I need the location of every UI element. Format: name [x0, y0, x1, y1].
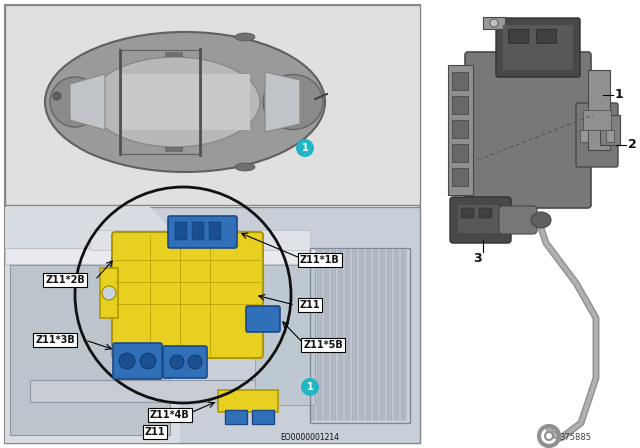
Ellipse shape [235, 33, 255, 41]
Bar [209, 222, 221, 240]
Bar [536, 29, 556, 43]
Circle shape [188, 355, 202, 369]
Bar [324, 250, 329, 420]
Ellipse shape [235, 163, 255, 171]
Bar [394, 250, 399, 420]
Circle shape [53, 92, 61, 100]
Text: EO0000001214: EO0000001214 [280, 434, 339, 443]
FancyBboxPatch shape [496, 18, 580, 77]
Bar [310, 250, 315, 420]
Text: Z11*1B: Z11*1B [300, 255, 340, 265]
Bar [165, 147, 183, 152]
Bar [580, 130, 588, 142]
Circle shape [170, 355, 184, 369]
FancyBboxPatch shape [465, 52, 591, 208]
Polygon shape [265, 72, 300, 132]
Bar [345, 250, 350, 420]
Bar [387, 250, 392, 420]
Bar [218, 390, 278, 412]
Bar [255, 265, 315, 405]
FancyBboxPatch shape [112, 232, 263, 358]
Text: 375885: 375885 [559, 434, 591, 443]
Circle shape [296, 139, 314, 157]
FancyBboxPatch shape [168, 216, 237, 248]
Bar [373, 250, 378, 420]
Bar [452, 72, 468, 90]
Bar [606, 130, 614, 142]
Bar [5, 207, 420, 443]
Bar [479, 208, 492, 218]
Ellipse shape [531, 212, 551, 228]
FancyBboxPatch shape [576, 103, 618, 167]
Text: 1: 1 [301, 143, 308, 153]
Text: 1: 1 [307, 382, 314, 392]
Circle shape [301, 378, 319, 396]
Bar [452, 144, 468, 162]
FancyBboxPatch shape [113, 343, 162, 379]
Text: Z11: Z11 [300, 300, 320, 310]
Bar [192, 222, 204, 240]
Bar [359, 250, 364, 420]
FancyBboxPatch shape [499, 206, 537, 234]
Text: Z11*2B: Z11*2B [45, 275, 85, 285]
FancyBboxPatch shape [163, 346, 207, 378]
Polygon shape [5, 207, 180, 443]
FancyBboxPatch shape [450, 197, 511, 243]
Circle shape [140, 353, 156, 369]
Circle shape [545, 432, 553, 440]
Bar [452, 96, 468, 114]
Bar [10, 265, 170, 435]
Bar [338, 250, 343, 420]
Text: Z11: Z11 [145, 427, 165, 437]
Bar [317, 250, 322, 420]
Bar [100, 268, 118, 318]
Circle shape [490, 19, 498, 27]
FancyBboxPatch shape [246, 306, 280, 332]
Bar [448, 65, 473, 195]
Bar [310, 248, 410, 423]
Bar [366, 250, 371, 420]
Text: 2: 2 [628, 138, 637, 151]
Circle shape [102, 286, 116, 300]
Bar [483, 17, 505, 29]
Polygon shape [70, 74, 105, 130]
Bar [5, 5, 420, 205]
Bar [583, 110, 611, 130]
Text: 3: 3 [474, 251, 483, 264]
Bar [90, 230, 310, 250]
Bar [380, 250, 385, 420]
Text: 1: 1 [615, 89, 624, 102]
Text: Z11*4B: Z11*4B [150, 410, 190, 420]
Bar [165, 52, 183, 57]
Ellipse shape [50, 77, 100, 127]
Bar [452, 168, 468, 186]
Bar [331, 250, 336, 420]
Bar [508, 29, 528, 43]
Bar [401, 250, 406, 420]
Bar [588, 70, 610, 150]
Text: Z11*5B: Z11*5B [303, 340, 343, 350]
Bar [225, 410, 247, 424]
Bar [5, 248, 315, 264]
Bar [458, 205, 498, 233]
Bar [352, 250, 357, 420]
Circle shape [119, 353, 135, 369]
Bar [452, 120, 468, 138]
Ellipse shape [45, 32, 325, 172]
Ellipse shape [263, 74, 323, 129]
Bar [252, 410, 274, 424]
Bar [503, 25, 573, 70]
Ellipse shape [90, 57, 260, 147]
Bar [30, 380, 310, 402]
Bar [461, 208, 474, 218]
Bar [600, 115, 620, 145]
Bar [5, 5, 420, 443]
Bar [120, 74, 250, 130]
Bar [175, 222, 187, 240]
Text: Z11*3B: Z11*3B [35, 335, 75, 345]
